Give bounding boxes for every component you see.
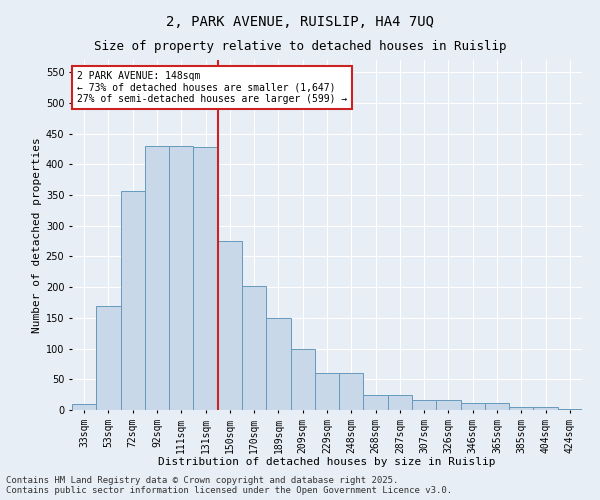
Text: 2, PARK AVENUE, RUISLIP, HA4 7UQ: 2, PARK AVENUE, RUISLIP, HA4 7UQ — [166, 15, 434, 29]
Bar — [509, 407, 533, 410]
Bar — [339, 373, 364, 410]
Bar — [72, 404, 96, 410]
Bar — [558, 409, 582, 410]
Bar — [121, 191, 145, 410]
Y-axis label: Number of detached properties: Number of detached properties — [32, 137, 41, 333]
Bar — [436, 400, 461, 410]
Bar — [388, 394, 412, 410]
Bar — [315, 373, 339, 410]
Bar — [533, 407, 558, 410]
Bar — [242, 286, 266, 410]
Bar — [145, 146, 169, 410]
Text: 2 PARK AVENUE: 148sqm
← 73% of detached houses are smaller (1,647)
27% of semi-d: 2 PARK AVENUE: 148sqm ← 73% of detached … — [77, 70, 347, 104]
Bar — [290, 348, 315, 410]
Bar — [218, 241, 242, 410]
Text: Size of property relative to detached houses in Ruislip: Size of property relative to detached ho… — [94, 40, 506, 53]
Text: Contains HM Land Registry data © Crown copyright and database right 2025.
Contai: Contains HM Land Registry data © Crown c… — [6, 476, 452, 495]
X-axis label: Distribution of detached houses by size in Ruislip: Distribution of detached houses by size … — [158, 457, 496, 467]
Bar — [193, 147, 218, 410]
Bar — [461, 403, 485, 410]
Bar — [485, 403, 509, 410]
Bar — [266, 318, 290, 410]
Bar — [169, 146, 193, 410]
Bar — [364, 394, 388, 410]
Bar — [96, 306, 121, 410]
Bar — [412, 400, 436, 410]
